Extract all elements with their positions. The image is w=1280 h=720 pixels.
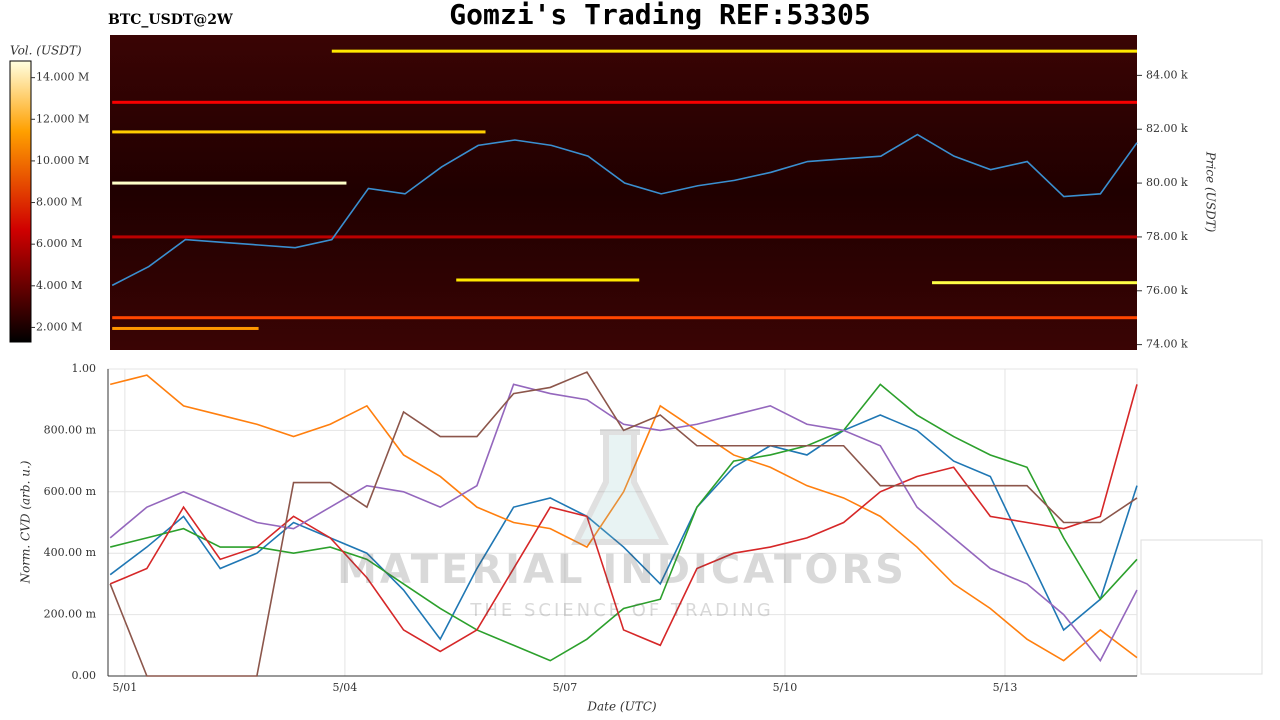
colorbar: [9, 60, 32, 343]
colorbar-tick-label: 2.000 M: [36, 320, 82, 333]
colorbar-label: Vol. (USDT): [10, 44, 82, 58]
y-tick-label: 400.00 m: [44, 546, 97, 559]
x-tick-label: 5/10: [773, 681, 798, 694]
liquidity-level: [112, 181, 347, 185]
cvd-line: [110, 374, 1138, 662]
liquidity-level: [112, 130, 486, 134]
liquidity-level: [932, 281, 1137, 285]
watermark-slogan: THE SCIENCE OF TRADING: [469, 600, 773, 621]
legend: [1140, 539, 1263, 675]
y-tick-label: 0.00: [72, 669, 97, 682]
colorbar-tick-label: 10.000 M: [36, 154, 89, 167]
y-tick-label: 200.00 m: [44, 608, 97, 621]
x-tick-label: 5/04: [333, 681, 358, 694]
y-tick-label: 82.00 k: [1146, 122, 1188, 135]
liquidity-level: [456, 278, 640, 282]
flask-icon: [571, 429, 669, 545]
y-tick-label: 80.00 k: [1146, 176, 1188, 189]
liquidity-level: [112, 316, 1137, 320]
colorbar-tick-label: 6.000 M: [36, 237, 82, 250]
liquidity-level: [112, 100, 1137, 104]
y-tick-label: 76.00 k: [1146, 284, 1188, 297]
chart-subtitle: BTC_USDT@2W: [108, 12, 233, 28]
cvd-line: [109, 414, 1138, 641]
y-tick-label: 1.00: [72, 362, 97, 375]
liquidity-level: [112, 235, 1137, 239]
cvd-line: [109, 383, 1138, 663]
page-title: Gomzi's Trading REF:53305: [449, 0, 870, 31]
liquidity-level: [331, 49, 1137, 53]
watermark: MATERIAL INDICATORS THE SCIENCE OF TRADI…: [337, 429, 907, 621]
price-line: [111, 133, 1138, 287]
watermark-brand: MATERIAL INDICATORS: [337, 547, 907, 593]
liquidity-level: [112, 326, 259, 330]
colorbar-tick-label: 8.000 M: [36, 196, 82, 209]
y-tick-label: 84.00 k: [1146, 68, 1188, 81]
y-tick-label: 600.00 m: [44, 485, 97, 498]
heatmap-background: [110, 35, 1137, 350]
x-axis-label: Date (UTC): [586, 700, 656, 714]
y-axis-label: Price (USDT): [1204, 151, 1218, 233]
y-axis-label: Norm. CVD (arb. u.): [19, 460, 33, 584]
colorbar-tick-label: 4.000 M: [36, 279, 82, 292]
x-tick-label: 5/13: [993, 681, 1018, 694]
colorbar-tick-label: 12.000 M: [36, 112, 89, 125]
cvd-line: [109, 371, 1138, 677]
colorbar-tick-label: 14.000 M: [36, 71, 89, 84]
x-tick-label: 5/01: [113, 681, 138, 694]
y-tick-label: 800.00 m: [44, 423, 97, 436]
y-tick-label: 74.00 k: [1146, 338, 1188, 351]
y-tick-label: 78.00 k: [1146, 230, 1188, 243]
x-tick-label: 5/07: [553, 681, 578, 694]
